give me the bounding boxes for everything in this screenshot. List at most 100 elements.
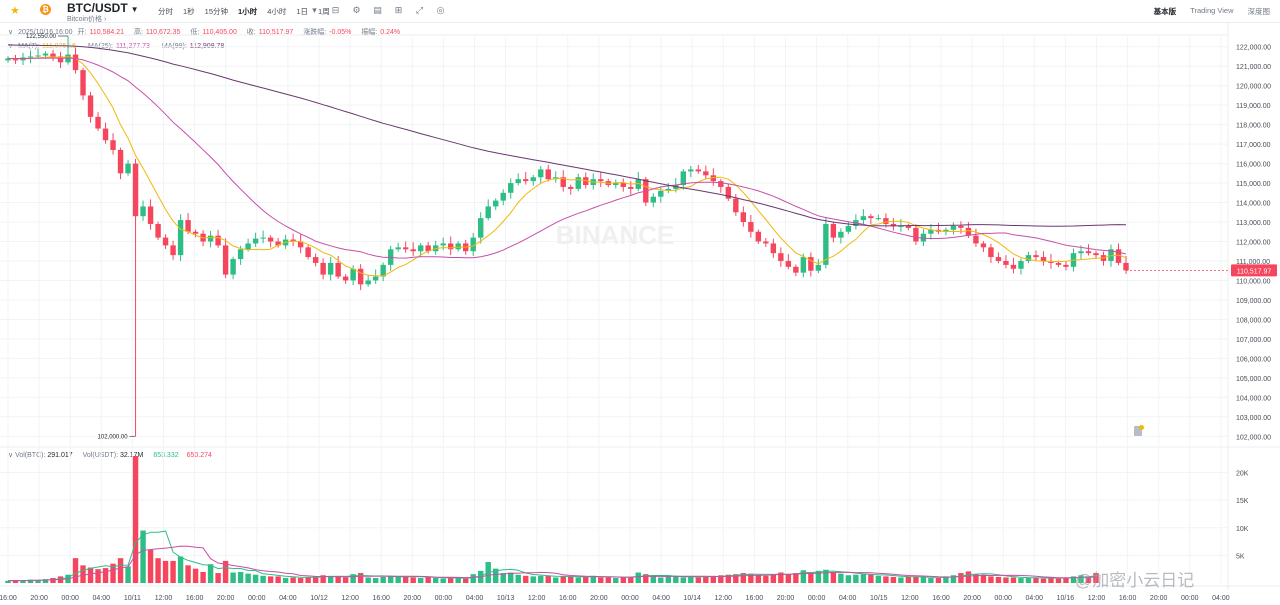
interval-tab[interactable]: 1周 xyxy=(318,7,330,16)
candle-body xyxy=(628,186,634,189)
volume-tick-label: 5K xyxy=(1236,553,1245,560)
pair-subtitle[interactable]: Bitcoin价格 › xyxy=(67,16,107,23)
amplitude-label: 振幅: xyxy=(361,29,378,36)
dropdown-caret-icon[interactable]: ▾ xyxy=(312,5,317,15)
candle-body xyxy=(290,239,296,242)
volume-bar xyxy=(538,575,544,583)
candle-body xyxy=(380,264,386,277)
price-tick-label: 119,000.00 xyxy=(1236,103,1271,110)
interval-tab[interactable]: 1日 xyxy=(296,7,309,16)
candle-body xyxy=(455,243,461,250)
candle-body xyxy=(102,128,109,141)
time-tick-label: 10/16 xyxy=(1057,595,1075,602)
candle-body xyxy=(740,212,747,223)
fullscreen-icon[interactable]: ⤢ xyxy=(415,5,424,15)
view-tab[interactable]: 深度图 xyxy=(1247,7,1271,16)
volume-bar xyxy=(192,568,199,583)
candle-body xyxy=(575,177,581,189)
volume-bar xyxy=(1063,577,1069,583)
candle-body xyxy=(493,200,499,207)
candle-body xyxy=(545,169,551,180)
time-tick-label: 16:00 xyxy=(746,595,764,602)
interval-tab[interactable]: 1小时 xyxy=(238,7,258,16)
volume-bar xyxy=(455,578,461,583)
candle-body xyxy=(267,237,274,242)
candle-body xyxy=(635,179,641,189)
volume-bar xyxy=(1048,578,1054,583)
candle-body xyxy=(320,262,326,275)
indicator-icon[interactable]: ⊟ xyxy=(331,5,340,15)
volume-bar xyxy=(703,576,709,583)
author-watermark: @加密小云日记 xyxy=(1075,571,1195,590)
price-tick-label: 120,000.00 xyxy=(1236,84,1271,91)
candle-body xyxy=(192,231,199,234)
interval-tab[interactable]: 4小时 xyxy=(267,7,287,16)
candle-body xyxy=(110,140,116,150)
candle-body xyxy=(1108,249,1114,261)
view-tab[interactable]: Trading View xyxy=(1190,6,1234,15)
volume-bar xyxy=(500,573,506,583)
candle-body xyxy=(515,179,521,184)
candle-body xyxy=(50,53,56,57)
chart-type-icon[interactable]: ▤ xyxy=(373,5,382,15)
volume-bar xyxy=(237,571,244,583)
candle-body xyxy=(823,223,829,265)
candle-body xyxy=(425,245,431,252)
volume-bar xyxy=(470,574,476,583)
volume-tick-label: 20K xyxy=(1236,471,1249,478)
draw-tools-icon[interactable]: ⊞ xyxy=(394,5,403,15)
pair-selector[interactable]: BTC/USDT ▼ xyxy=(67,1,139,15)
time-tick-label: 10/13 xyxy=(497,595,515,602)
candle-body xyxy=(1033,255,1039,258)
price-tick-label: 103,000.00 xyxy=(1236,415,1271,422)
candle-body xyxy=(305,247,311,258)
price-tick-label: 109,000.00 xyxy=(1236,298,1271,305)
collapse-caret-icon[interactable]: ∨ xyxy=(8,452,14,459)
interval-tab[interactable]: 1秒 xyxy=(183,7,195,16)
settings-icon[interactable]: ⚙ xyxy=(352,5,361,15)
volume-ma10-line xyxy=(7,545,1097,582)
candle-body xyxy=(980,243,987,248)
candle-body xyxy=(523,179,529,182)
collapse-caret-icon[interactable]: ∨ xyxy=(8,29,14,36)
volume-bar xyxy=(868,574,874,583)
eye-icon[interactable]: ◎ xyxy=(436,5,445,15)
top-toolbar: ★ ₿ BTC/USDT ▼ Bitcoin价格 › 分时 1秒 15分钟 1小时 4小时… xyxy=(0,0,1280,23)
candle-body xyxy=(297,241,304,248)
candle-body xyxy=(995,257,1002,261)
candle-body xyxy=(770,243,777,254)
volume-bar xyxy=(207,564,214,583)
time-tick-label: 12:00 xyxy=(155,595,173,602)
interval-tab[interactable]: 15分钟 xyxy=(204,7,229,16)
volume-bar xyxy=(1010,577,1017,583)
favorite-star-icon[interactable]: ★ xyxy=(10,5,20,17)
price-tick-label: 117,000.00 xyxy=(1236,142,1271,149)
volume-bar xyxy=(628,576,634,583)
time-tick-label: 20:00 xyxy=(1150,595,1168,602)
time-tick-label: 00:00 xyxy=(61,595,79,602)
interval-tab[interactable]: 分时 xyxy=(158,7,173,16)
time-tick-label: 00:00 xyxy=(621,595,639,602)
volume-bar xyxy=(853,574,859,583)
vol-btc-value: 291.017 xyxy=(47,452,73,459)
candle-body xyxy=(838,231,844,238)
alert-icon[interactable] xyxy=(1134,426,1142,436)
volume-bar xyxy=(342,577,349,583)
volume-bar xyxy=(875,575,882,583)
volume-bar xyxy=(658,577,664,583)
volume-bar xyxy=(1093,573,1099,583)
candle-body xyxy=(230,259,236,275)
candle-body xyxy=(1010,264,1017,269)
time-tick-label: 16:00 xyxy=(1119,595,1137,602)
ma99-line xyxy=(7,44,1127,227)
last-price-label: 110,517.97 xyxy=(1237,268,1272,275)
volume-bar xyxy=(1033,577,1039,583)
candle-body xyxy=(1078,251,1084,254)
candle-body xyxy=(485,206,491,219)
time-tick-label: 04:00 xyxy=(839,595,857,602)
last-price-badge xyxy=(1231,264,1277,277)
candle-body xyxy=(763,241,769,244)
view-tab[interactable]: 基本版 xyxy=(1153,7,1177,16)
candle-body xyxy=(327,262,334,275)
